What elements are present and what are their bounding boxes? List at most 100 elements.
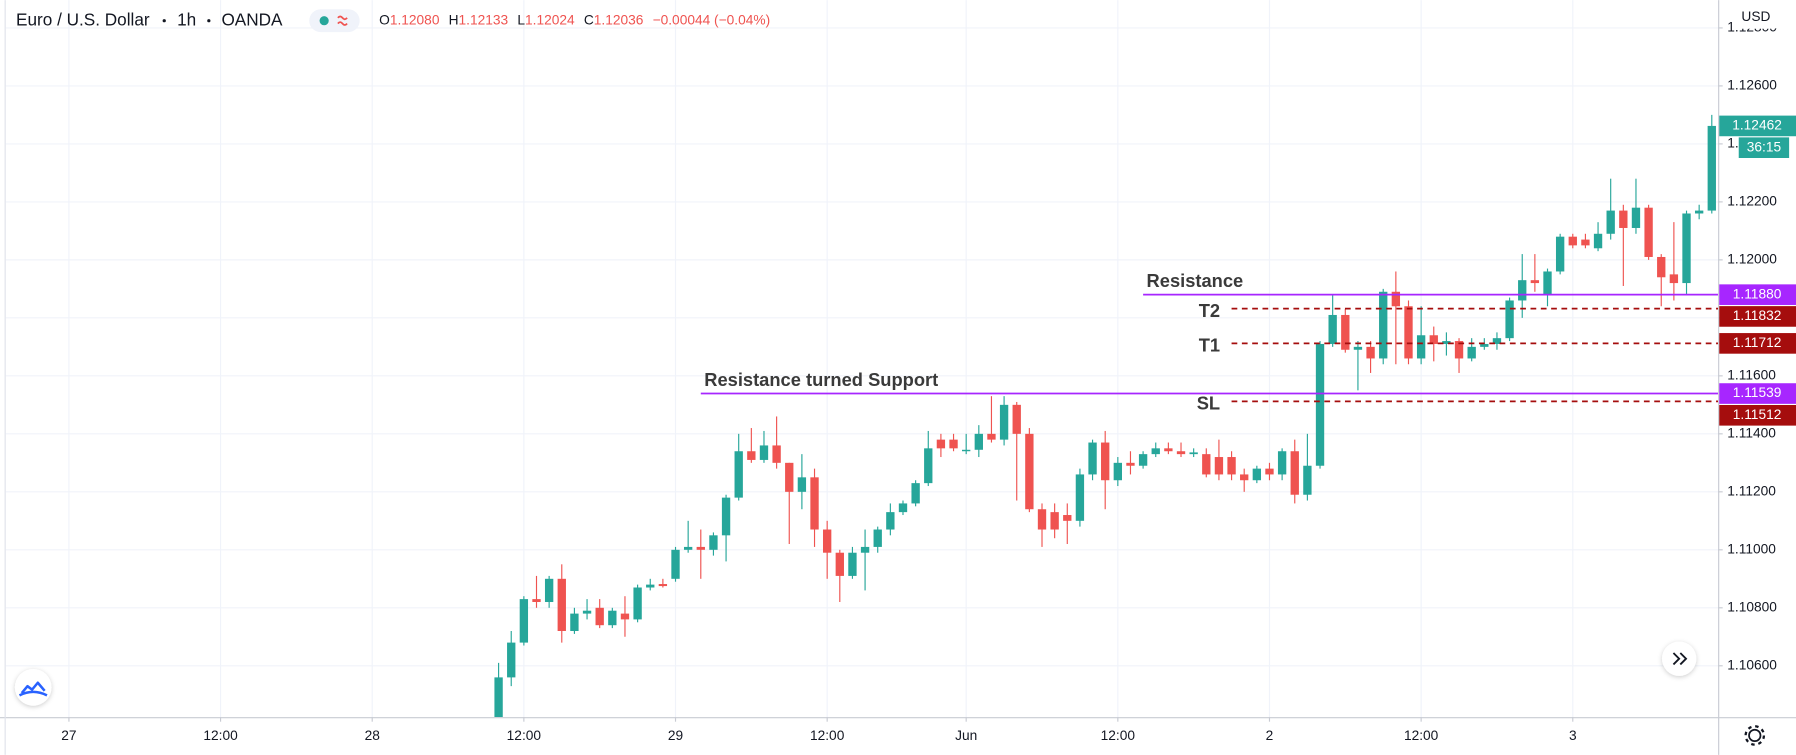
y-tick-label: 1.11000 [1727, 541, 1776, 556]
status-pill[interactable] [309, 9, 360, 33]
candle-body [1379, 291, 1388, 359]
candle-body [886, 512, 895, 530]
separator-dot [207, 19, 211, 23]
levels [700, 293, 1719, 403]
separator-dot [162, 19, 166, 23]
candle-body [544, 578, 554, 603]
candle-body [721, 497, 731, 536]
candle-body [1088, 442, 1097, 475]
candle-body [696, 546, 705, 550]
market-open-dot [319, 16, 329, 26]
candle-body [873, 529, 882, 547]
candle-body [1530, 280, 1540, 284]
y-tick-label: 1.12200 [1727, 194, 1777, 209]
header-separators [162, 19, 211, 23]
x-tick-label: 27 [61, 728, 76, 743]
candle-body [848, 552, 857, 576]
price-badge [1719, 383, 1796, 404]
time-axis-bg [0, 717, 1796, 755]
candle-body [1341, 314, 1350, 350]
candle-body [570, 613, 579, 632]
price-badge [1719, 404, 1796, 426]
candle-body [924, 448, 933, 484]
x-tick-label: 2 [1266, 728, 1274, 743]
logo-icon [18, 681, 48, 697]
change: −0.00044 (−0.04%) [653, 12, 771, 27]
candle-body [557, 578, 566, 632]
candle-body [1391, 291, 1401, 307]
y-tick-label: 1.12600 [1727, 78, 1777, 93]
candle-body [999, 404, 1009, 440]
x-tick-label: 3 [1569, 728, 1577, 743]
candle-body [608, 610, 617, 626]
currency: USD [1741, 9, 1770, 24]
candle-body [1631, 207, 1641, 228]
candle-body [1138, 454, 1148, 466]
ohlc-key: H [449, 12, 459, 27]
exchange: OANDA [221, 9, 283, 29]
price-badge-label: 1.11712 [1733, 335, 1782, 350]
y-tick-label: 1.11600 [1727, 367, 1776, 382]
currency-box[interactable] [1734, 5, 1778, 29]
candle-body [1050, 512, 1059, 530]
ohlc-key: C [584, 12, 594, 27]
gear-teeth[interactable] [1744, 725, 1766, 746]
level-label: T1 [1199, 335, 1220, 356]
candle-body [1366, 346, 1375, 359]
candle-body [1694, 210, 1704, 214]
candle-body [911, 483, 920, 504]
gear-ring[interactable] [1748, 728, 1762, 743]
price-badge [1719, 306, 1796, 327]
candle-body [595, 607, 604, 626]
candle-body [949, 439, 958, 449]
price-badge [1719, 333, 1796, 354]
candle-body [1593, 233, 1603, 249]
candle-body [747, 451, 756, 460]
candle-body [1606, 210, 1615, 234]
y-tick-label: 1.10800 [1727, 599, 1777, 614]
candle-body [1454, 341, 1464, 359]
y-tick-label: 1.11400 [1727, 425, 1776, 440]
price-badge-label: 1.11539 [1733, 385, 1782, 400]
candle-body [620, 613, 630, 620]
settings-button[interactable] [1744, 725, 1766, 746]
candle-body [1581, 239, 1590, 246]
y-tick-label: 1.10600 [1727, 657, 1777, 672]
symbol-header: Euro / U.S. Dollar 1h OANDA [16, 9, 283, 29]
ohlc-key: L [517, 12, 525, 27]
price-badge [1719, 284, 1796, 305]
candle-body [1492, 338, 1502, 344]
ohlc-value: 1.12133 [459, 12, 509, 27]
candle-body [519, 599, 529, 643]
interval: 1h [177, 9, 196, 29]
ohlc-legend: O1.12080 H1.12133 L1.12024 C1.12036 −0.00044… [379, 12, 770, 27]
countdown-label: 36:15 [1747, 139, 1782, 154]
candle-body [1227, 457, 1236, 475]
candle-body [1707, 125, 1716, 211]
x-tick-label: 12:00 [203, 728, 238, 743]
x-tick-label: 28 [365, 728, 381, 743]
x-tick-label: 12:00 [1101, 728, 1136, 743]
candle-body [759, 445, 769, 460]
candle-body [1252, 468, 1262, 481]
candle-body [494, 677, 503, 718]
candle-body [1353, 346, 1363, 350]
candle-body [1518, 280, 1527, 301]
candle-body [646, 584, 655, 588]
x-tick-label: 12:00 [1404, 728, 1439, 743]
candles [494, 114, 1716, 718]
candle-body [1214, 457, 1224, 475]
candle-body [658, 584, 668, 587]
last-price-label: 1.12462 [1732, 118, 1782, 133]
price-badge-label: 1.11512 [1733, 407, 1782, 422]
ohlc-value: 1.12080 [390, 12, 440, 27]
candle-body [671, 549, 680, 579]
candle-body [1303, 465, 1312, 495]
level-label: T2 [1199, 300, 1220, 321]
candle-body [1063, 515, 1072, 521]
candle-body [1568, 236, 1577, 246]
candle-body [1176, 451, 1186, 455]
